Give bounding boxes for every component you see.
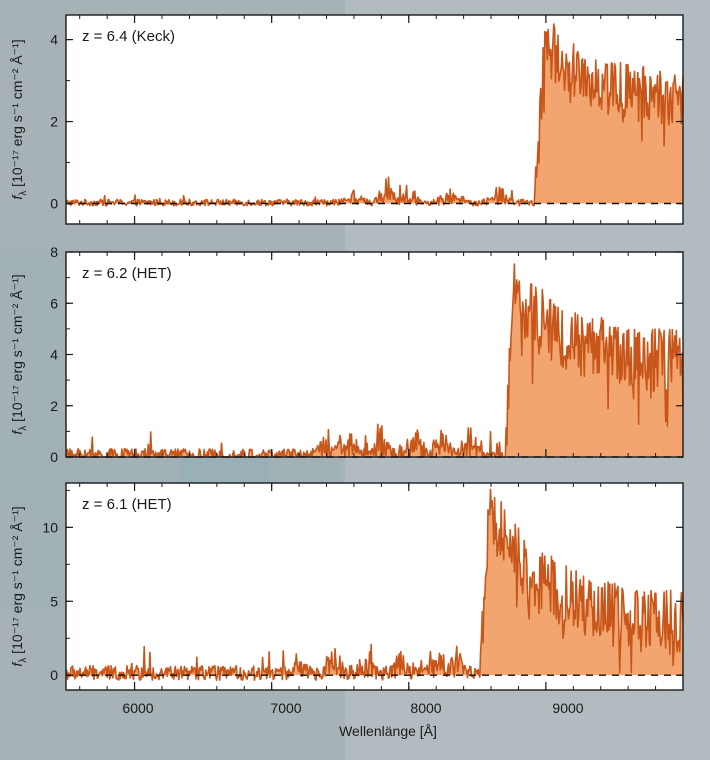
- spectrum-area: [66, 489, 683, 681]
- x-tick-label: 6000: [122, 700, 153, 716]
- y-tick-label: 0: [50, 196, 58, 212]
- y-tick-label: 0: [50, 667, 58, 683]
- y-tick-label: 8: [50, 244, 58, 260]
- panel-title: z = 6.4 (Keck): [82, 28, 175, 45]
- y-tick-label: 5: [50, 593, 58, 609]
- x-tick-label: 9000: [552, 700, 583, 716]
- y-tick-label: 2: [50, 398, 58, 414]
- panel-title: z = 6.2 (HET): [82, 265, 172, 282]
- spectrum-line: [65, 488, 684, 682]
- spectrum-panel: 0 5 10 z = 6.1 (HET) fλ [10⁻¹⁷ erg s⁻¹ cm⁻² …: [9, 482, 684, 691]
- x-tick-label: 8000: [410, 700, 441, 716]
- x-axis-label: Wellenlänge [Å]: [339, 723, 437, 739]
- y-tick-label: 0: [50, 449, 58, 465]
- y-tick-label: 4: [50, 347, 58, 363]
- y-tick-label: 10: [42, 519, 58, 535]
- spectrum-area: [66, 24, 683, 206]
- y-tick-label: 2: [50, 114, 58, 130]
- spectrum-panel: 0 2 4 z = 6.4 (Keck) fλ [10⁻¹⁷ erg s⁻¹ cm⁻² …: [9, 14, 684, 225]
- y-tick-label: 4: [50, 32, 58, 48]
- panel-title: z = 6.1 (HET): [82, 496, 172, 513]
- spectrum-panel: 0 2 4 6 8 z = 6.2 (HET) fλ [10⁻¹⁷ erg s⁻¹ cm⁻²…: [9, 244, 684, 465]
- panel-frame: [65, 482, 684, 691]
- y-tick-label: 6: [50, 295, 58, 311]
- y-axis-label: fλ [10⁻¹⁷ erg s⁻¹ cm⁻² Å⁻¹]: [9, 39, 29, 199]
- panel-frame: [65, 14, 684, 225]
- x-tick-label: 7000: [270, 700, 301, 716]
- spectrum-line: [65, 23, 684, 207]
- panels-group: 0 2 4 z = 6.4 (Keck) fλ [10⁻¹⁷ erg s⁻¹ cm⁻² …: [9, 14, 684, 691]
- y-axis-label: fλ [10⁻¹⁷ erg s⁻¹ cm⁻² Å⁻¹]: [9, 274, 29, 434]
- y-axis-label: fλ [10⁻¹⁷ erg s⁻¹ cm⁻² Å⁻¹]: [9, 506, 29, 666]
- spectrum-line: [65, 263, 684, 458]
